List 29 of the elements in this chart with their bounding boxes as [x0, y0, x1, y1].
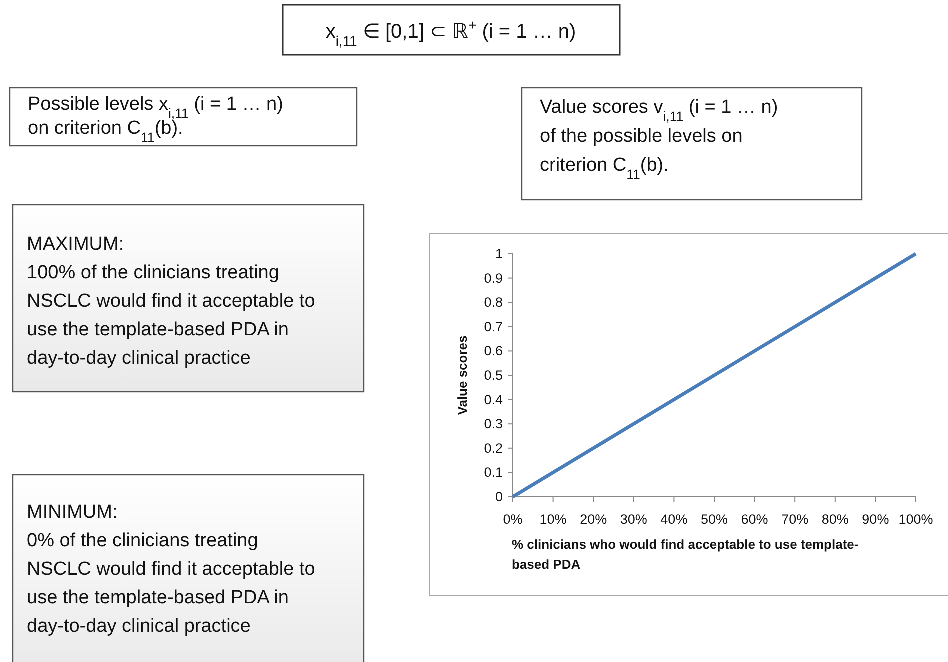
y-tick-label: 0.8 [484, 295, 503, 310]
y-tick-label: 0 [495, 490, 503, 504]
text: MAXIMUM: 100% of the clinicians treating NSCLC would find it acceptable to use the template-based PDA in day-to-day clinical practice [27, 234, 316, 369]
x-tick-label: 60% [741, 512, 768, 527]
y-tick-label: 0.6 [484, 344, 503, 359]
y-tick-label: 0.7 [484, 319, 503, 334]
y-tick-label: 0.3 [484, 416, 503, 432]
text: Value scores v$_{i,11}$ (i = 1 … n) of the possible levels on criterion C$_{11}$(b). [540, 97, 778, 182]
text: Possible levels x$_{i,11}$ (i = 1 … n) on criterion C$_{11}$(b). [28, 94, 284, 144]
y-tick-label: 0.5 [484, 368, 503, 383]
x-tick-label: 40% [660, 512, 688, 527]
text: MINIMUM: 0% of the clinicians treating NSCLC would find it acceptable to use the template-based PDA in day-to-day clinical practice [27, 502, 316, 637]
y-tick-label: 0.2 [484, 440, 503, 456]
x-tick-label: 100% [898, 512, 934, 527]
y-tick-label: 0.9 [484, 270, 503, 286]
y-tick-label: 0.1 [484, 465, 503, 480]
x-tick-label: 10% [540, 512, 567, 527]
x-tick-label: 30% [620, 512, 648, 527]
x-tick-label: 0% [503, 512, 523, 527]
y-tick-label: 1 [495, 246, 503, 262]
x-axis-title: % clinicians who would find acceptable to use template- based PDA [512, 537, 859, 572]
x-tick-label: 80% [822, 512, 849, 527]
chart-title: x$_{i,11}$ ∈ [0,1] ⊂ ℝ$^{+}$ (i = 1 … n) [326, 17, 576, 49]
x-tick-label: 70% [782, 512, 809, 527]
y-tick-label: 0.4 [484, 392, 504, 408]
x-tick-label: 90% [862, 512, 890, 527]
x-tick-label: 50% [700, 512, 728, 527]
x-tick-label: 20% [580, 512, 608, 527]
y-axis-title: Value scores [455, 336, 470, 416]
